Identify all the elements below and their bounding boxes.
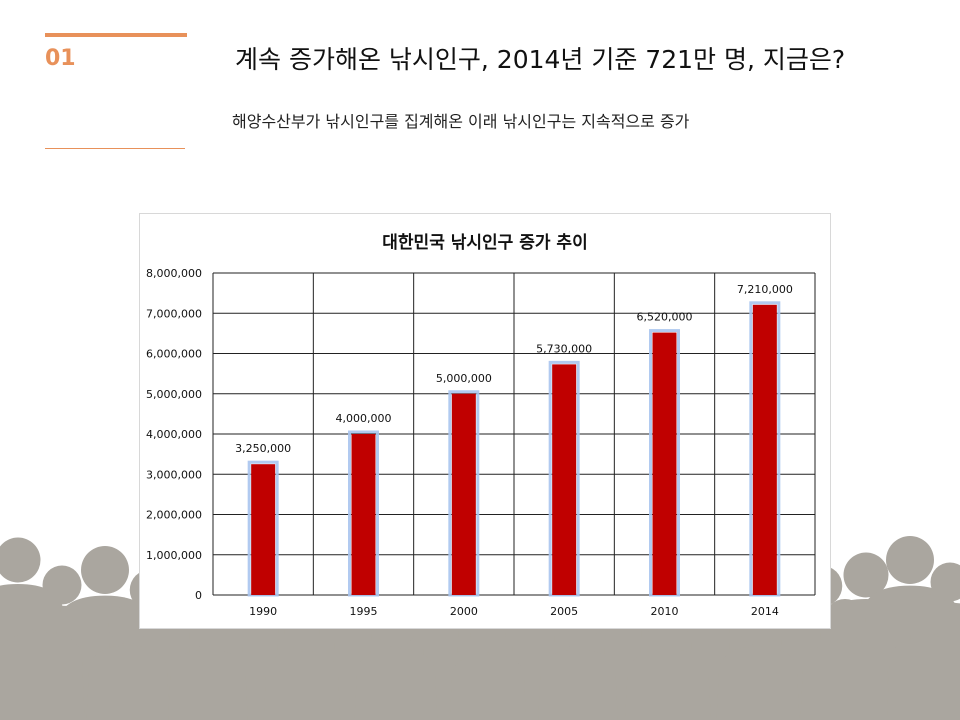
data-label: 6,520,000 bbox=[637, 311, 693, 324]
accent-rule-bottom bbox=[45, 148, 185, 149]
crowd-head bbox=[81, 546, 129, 594]
crowd-body bbox=[449, 654, 527, 720]
chart-container: 대한민국 낚시인구 증가 추이 0 1,000,000 2,000,000 3,000… bbox=[139, 213, 831, 629]
bar-2010 bbox=[652, 332, 677, 595]
y-tick-label: 6,000,000 bbox=[146, 348, 202, 361]
bar-chart: 대한민국 낚시인구 증가 추이 0 1,000,000 2,000,000 3,000… bbox=[146, 233, 816, 618]
x-tick-label: 2014 bbox=[751, 605, 779, 618]
crowd-head bbox=[843, 552, 889, 598]
bar-2005 bbox=[552, 364, 577, 595]
y-tick-label: 7,000,000 bbox=[146, 307, 202, 320]
crowd-body bbox=[624, 649, 712, 720]
bar-2014 bbox=[752, 304, 777, 595]
crowd-body bbox=[800, 642, 890, 720]
data-label: 3,250,000 bbox=[235, 442, 291, 455]
crowd-head bbox=[108, 605, 148, 645]
bar-2000 bbox=[451, 393, 476, 595]
data-label: 5,730,000 bbox=[536, 342, 592, 355]
accent-rule-top bbox=[45, 33, 187, 37]
y-tick-label: 5,000,000 bbox=[146, 388, 202, 401]
y-tick-label: 1,000,000 bbox=[146, 549, 202, 562]
slide-title: 계속 증가해온 낚시인구, 2014년 기준 721만 명, 지금은? bbox=[235, 45, 846, 74]
crowd-head bbox=[930, 562, 960, 602]
crowd-body bbox=[168, 650, 248, 720]
crowd-body bbox=[0, 632, 85, 720]
x-tick-label: 2000 bbox=[450, 605, 478, 618]
slide-number: 01 bbox=[45, 46, 76, 71]
data-label: 4,000,000 bbox=[336, 412, 392, 425]
crowd-body bbox=[538, 650, 618, 720]
x-tick-label: 1995 bbox=[350, 605, 378, 618]
crowd-head bbox=[824, 599, 866, 641]
bar-1995 bbox=[351, 434, 376, 595]
y-tick-label: 3,000,000 bbox=[146, 468, 202, 481]
data-label: 5,000,000 bbox=[436, 372, 492, 385]
x-tick-label: 1990 bbox=[249, 605, 277, 618]
slide-subtitle: 해양수산부가 낚시인구를 집계해온 이래 낚시인구는 지속적으로 증가 bbox=[232, 112, 690, 131]
crowd-body bbox=[86, 645, 170, 720]
crowd-body bbox=[886, 636, 960, 720]
bar-1990 bbox=[251, 464, 276, 595]
y-tick-label: 0 bbox=[195, 589, 202, 602]
crowd-head bbox=[19, 589, 61, 631]
crowd-head bbox=[886, 536, 934, 584]
crowd-head bbox=[909, 594, 951, 636]
chart-title: 대한민국 낚시인구 증가 추이 bbox=[382, 233, 587, 253]
data-label: 7,210,000 bbox=[737, 283, 793, 296]
crowd-body bbox=[263, 651, 341, 720]
x-tick-label: 2005 bbox=[550, 605, 578, 618]
x-tick-label: 2010 bbox=[651, 605, 679, 618]
crowd-body bbox=[354, 648, 438, 720]
y-tick-label: 4,000,000 bbox=[146, 428, 202, 441]
y-tick-label: 8,000,000 bbox=[146, 267, 202, 280]
y-tick-label: 2,000,000 bbox=[146, 509, 202, 522]
crowd-head bbox=[0, 537, 41, 583]
crowd-body bbox=[716, 646, 800, 720]
